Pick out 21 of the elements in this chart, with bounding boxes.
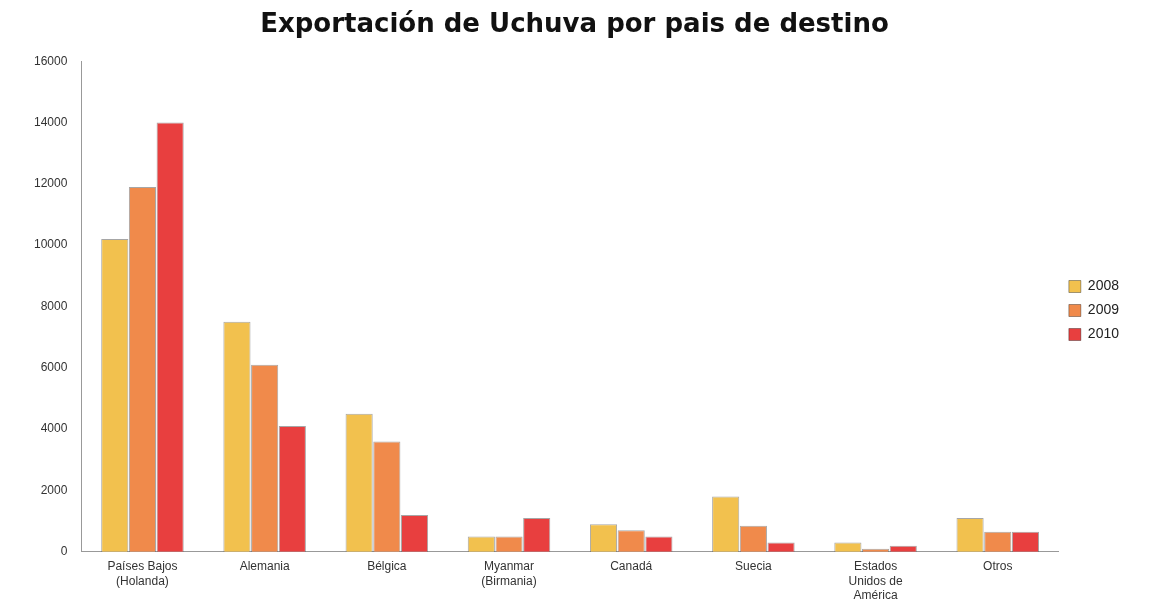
y-tick-label: 2000 bbox=[40, 482, 68, 497]
y-tick-label: 0 bbox=[60, 544, 68, 559]
x-tick-label: Bélgica bbox=[367, 559, 407, 574]
x-tick-label: Suecia bbox=[735, 559, 773, 574]
x-tick-label: Otros bbox=[983, 559, 1013, 574]
x-tick-label: Canadá bbox=[610, 559, 653, 574]
x-tick-label: Alemania bbox=[239, 559, 290, 574]
x-tick-label: Estados Unidos de América bbox=[848, 559, 903, 603]
legend-label: 2010 bbox=[1087, 325, 1120, 342]
y-tick-label: 12000 bbox=[33, 176, 68, 191]
legend-label: 2009 bbox=[1087, 301, 1120, 318]
y-tick-label: 8000 bbox=[40, 298, 68, 313]
y-tick-label: 10000 bbox=[33, 237, 68, 252]
chart-title: Exportación de Uchuva por pais de destino bbox=[260, 8, 889, 39]
y-tick-label: 14000 bbox=[33, 114, 68, 129]
legend-label: 2008 bbox=[1087, 277, 1120, 294]
y-tick-label: 16000 bbox=[33, 53, 68, 68]
y-tick-label: 6000 bbox=[40, 360, 68, 375]
x-tick-label: Myanmar (Birmania) bbox=[481, 559, 537, 588]
y-tick-label: 4000 bbox=[40, 421, 68, 436]
x-tick-label: Países Bajos (Holanda) bbox=[107, 559, 178, 588]
